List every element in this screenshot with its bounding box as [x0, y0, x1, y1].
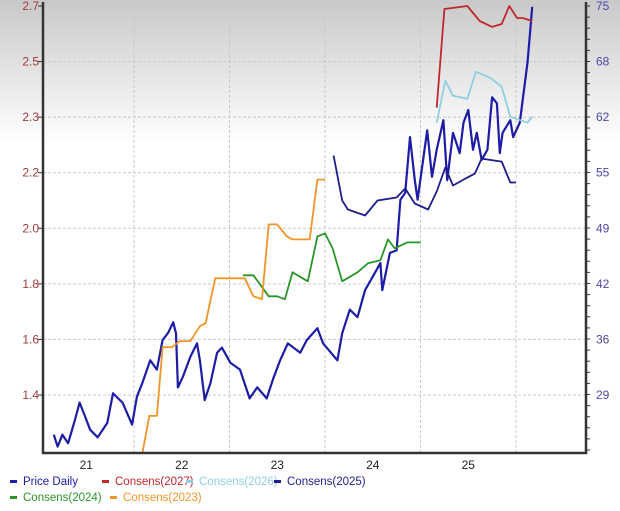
x-tick-label: 25: [462, 458, 476, 472]
series-line-price-daily: [52, 6, 534, 448]
y-right-tick-label: 55: [596, 166, 610, 180]
series-line-consens-2023: [141, 178, 325, 453]
y-left-tick-label: 1.6: [22, 332, 39, 346]
series-line-consens-2027: [435, 5, 533, 108]
y-right-tick-label: 68: [596, 55, 610, 69]
series-line-consens-2025: [332, 155, 516, 217]
grid: [43, 0, 586, 453]
y-right-tick-label: 42: [596, 277, 610, 291]
axis-frame: [41, 2, 588, 455]
y-right-tick-label: 75: [596, 0, 610, 13]
series-line-consens-2026: [435, 70, 533, 124]
series-group: [52, 5, 534, 453]
y-left-tick-label: 1.8: [22, 277, 39, 291]
series-line-consens-2024: [242, 232, 421, 301]
legend-item-price-daily: Price Daily: [10, 476, 78, 488]
x-tick-label: 24: [366, 458, 380, 472]
legend-item-consens-2025: Consens(2025): [274, 476, 366, 488]
y-left-tick-label: 2.2: [22, 166, 39, 180]
y-left-tick-label: 2.0: [22, 221, 39, 235]
y-left-tick-label: 2.7: [22, 0, 39, 13]
legend-item-consens-2026: Consens(2026): [186, 476, 278, 488]
y-left-tick-label: 2.3: [22, 110, 39, 124]
plot-background: [0, 0, 620, 260]
legend-label: Consens(2025): [287, 476, 366, 488]
legend-item-consens-2027: Consens(2027): [102, 476, 194, 488]
y-right-tick-label: 49: [596, 221, 610, 235]
y-left-tick-label: 2.5: [22, 55, 39, 69]
legend-swatch: [186, 480, 193, 484]
legend-swatch: [10, 496, 17, 500]
x-tick-label: 21: [80, 458, 94, 472]
legend-swatch: [102, 480, 109, 484]
legend-item-consens-2023: Consens(2023): [110, 492, 202, 504]
legend-label: Consens(2026): [199, 476, 278, 488]
legend-swatch: [274, 480, 281, 484]
legend-label: Consens(2024): [23, 492, 102, 504]
x-tick-label: 22: [175, 458, 189, 472]
legend-item-consens-2024: Consens(2024): [10, 492, 102, 504]
y-right-tick-label: 62: [596, 110, 610, 124]
x-tick-label: 23: [271, 458, 285, 472]
y-right-tick-label: 36: [596, 332, 610, 346]
y-left-tick-label: 1.4: [22, 388, 39, 402]
y-right-tick-label: 29: [596, 388, 610, 402]
axes: 1.4 29 1.6 36 1.8 42 2.0 49 2.2 55 2.3 62 2.5 68 2.7 75…: [22, 0, 609, 472]
legend-label: Consens(2027): [115, 476, 194, 488]
legend-label: Consens(2023): [123, 492, 202, 504]
legend-label: Price Daily: [23, 476, 78, 488]
legend-swatch: [10, 480, 17, 484]
legend-swatch: [110, 496, 117, 500]
